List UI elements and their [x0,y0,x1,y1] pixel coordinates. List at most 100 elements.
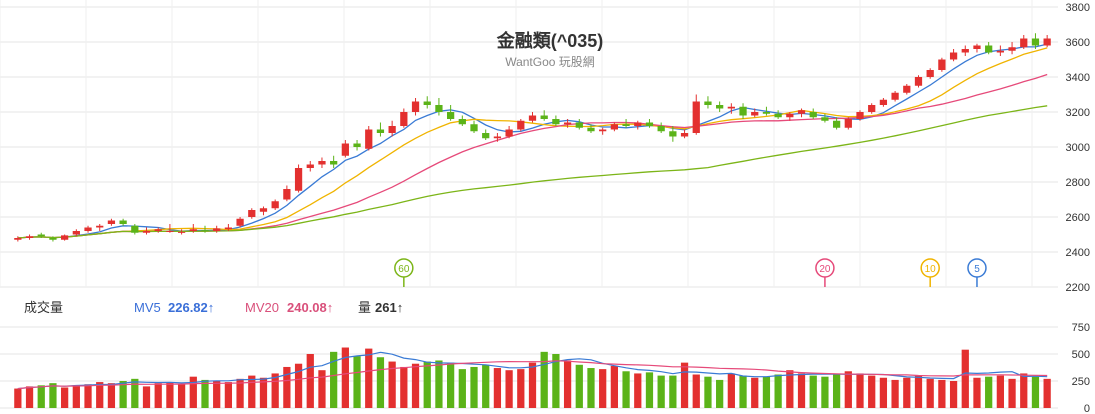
candle-body [306,164,314,168]
volume-bar [154,383,162,408]
volume-bar [832,374,841,408]
volume-bar [879,377,888,408]
candlestick [318,157,326,168]
candle-body [540,115,548,119]
candle-body [634,122,642,126]
candle-body [189,229,197,231]
candlestick [458,115,466,126]
volume-bar [493,368,502,408]
volume-bar [704,376,712,408]
candlestick [505,126,513,139]
ma-marker: 10 [920,258,940,287]
candle-body [341,143,349,156]
candlestick [388,120,396,137]
candle-body [294,168,303,191]
volume-bar [809,375,817,408]
candlestick [879,98,888,107]
candle-body [96,225,104,228]
volume-bar [821,376,829,408]
ma-marker-circle [967,258,987,278]
candlestick [961,45,969,56]
candle-body [669,131,677,137]
price-tick-label: 2400 [1066,247,1090,259]
candlestick [259,206,268,216]
volume-bar [634,373,642,408]
mv5-value: 226.82↑ [168,300,215,315]
volume-bar [72,385,80,408]
volume-bar [891,379,899,408]
candlestick [376,122,385,137]
volume-bar [166,382,174,408]
candlestick [96,224,104,231]
candle-body [996,50,1004,53]
candle-body [949,52,958,60]
candle-body [482,133,490,139]
volume-bar [774,374,782,408]
mv5-label: MV5 [134,300,161,315]
candlestick [37,232,45,238]
candle-body [985,45,993,53]
volume-bar [797,373,806,408]
price-tick-label: 2600 [1066,212,1090,224]
price-axis: 2200 2400 2600 2800 3000 3200 3400 3600 3800 [1066,2,1090,294]
candle-body [739,106,747,116]
candle-body [903,85,911,93]
ma-marker-circle [815,258,835,278]
candle-body [446,112,455,119]
candle-body [435,105,443,112]
candle-body [37,234,45,237]
candle-body [645,122,654,126]
ma-marker-circle [394,258,414,278]
candlestick [575,119,583,130]
ma-marker: 20 [815,258,835,287]
candle-body [353,143,361,147]
candle-body [470,124,478,132]
volume-bar [236,378,244,408]
candlestick [739,103,747,119]
price-tick-label: 2200 [1066,282,1090,294]
price-tick-label: 3200 [1066,107,1090,119]
volume-tick-label: 500 [1072,349,1090,361]
candlestick [493,133,502,142]
ma-marker: 60 [394,258,414,287]
candle-body [727,106,735,109]
volume-bar [411,363,420,408]
candlestick [423,96,431,109]
volume-bar [25,386,34,408]
volume-bar [680,362,689,408]
mv20-line [17,360,1048,390]
volume-bar [926,378,934,408]
volume-bar [423,361,431,408]
volume-bar [903,377,911,408]
candlestick [166,224,174,233]
volume-bar [844,371,852,408]
candle-body [517,120,525,130]
volume-bar [786,370,794,408]
candlestick [446,105,455,121]
volume-bar [446,362,455,408]
candlestick [1008,42,1016,55]
volume-bar [388,361,396,408]
candle-body [388,126,396,133]
candlestick [634,120,642,130]
volume-bar [201,379,209,408]
candle-body [973,45,981,49]
volume-axis: 0 250 500 750 [1072,322,1090,414]
candle-body [1031,38,1040,46]
volume-bar [645,372,654,408]
volume-bar [610,365,619,408]
candle-body [716,105,724,109]
candlestick [107,218,116,226]
volume-bar [1043,378,1051,408]
candlestick [189,224,197,233]
volume-bar [142,386,151,408]
candlestick [622,119,630,128]
candlestick [470,120,478,133]
candle-body [49,238,57,240]
candlestick [271,199,279,210]
candlestick [903,84,911,95]
candle-body [680,133,689,137]
candlestick [84,225,92,233]
volume-bars [14,347,1051,408]
candlestick [14,236,22,242]
